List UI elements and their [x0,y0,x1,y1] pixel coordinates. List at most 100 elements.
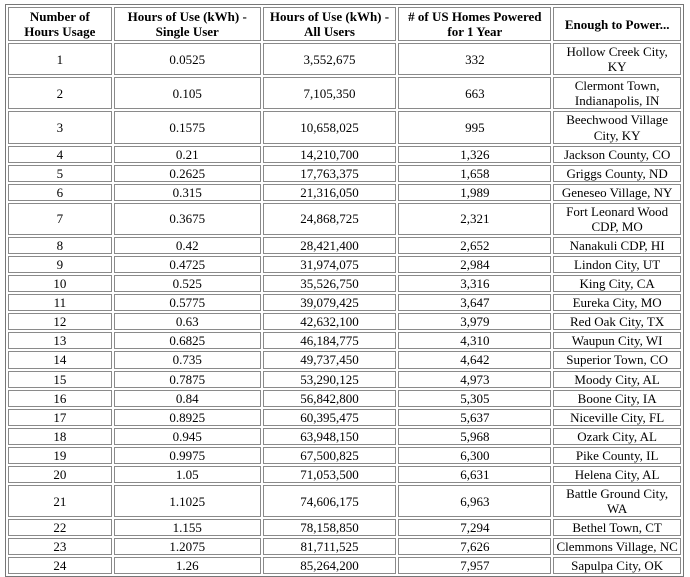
table-cell: 0.7875 [113,370,261,388]
table-cell: Beechwood Village City, KY [553,111,681,144]
table-row: 10 0.525 35,526,750 3,316 King City, CA [8,275,681,293]
table-cell: 3,979 [398,313,552,331]
table-cell: 16 [8,389,112,407]
table-cell: 12 [8,313,112,331]
table-cell: 60,395,475 [262,408,397,426]
table-row: 1 0.0525 3,552,675 332 Hollow Creek City, KY [8,43,681,76]
table-cell: Clermont Town, Indianapolis, IN [553,77,681,110]
table-cell: 0.2625 [113,164,261,182]
table-cell: 20 [8,465,112,484]
table-cell: 46,184,775 [262,332,397,350]
table-cell: 28,421,400 [262,237,397,255]
table-cell: 56,842,800 [262,389,397,407]
energy-usage-table: Number of Hours Usage Hours of Use (kWh) … [5,4,684,577]
table-cell: 63,948,150 [262,427,397,445]
table-row: 4 0.21 14,210,700 1,326 Jackson County, CO [8,145,681,163]
table-cell: Moody City, AL [553,370,681,388]
table-cell: 6 [8,183,112,201]
table-cell: Pike County, IL [553,446,681,464]
table-cell: Griggs County, ND [553,164,681,182]
column-header: Hours of Use (kWh) - Single User [113,7,261,42]
table-row: 6 0.315 21,316,050 1,989 Geneseo Village, NY [8,183,681,201]
table-cell: 1,326 [398,145,552,163]
table-cell: 7 [8,202,112,236]
table-cell: 995 [398,111,552,144]
table-cell: 6,963 [398,485,552,518]
table-cell: 3,647 [398,294,552,312]
table-cell: 1.1025 [113,485,261,518]
table-cell: 0.84 [113,389,261,407]
table-cell: 2,984 [398,256,552,274]
table-cell: 10,658,025 [262,111,397,144]
table-cell: 3,316 [398,275,552,293]
table-cell: 9 [8,256,112,274]
table-cell: 0.105 [113,77,261,110]
table-row: 7 0.3675 24,868,725 2,321 Fort Leonard Wood … [8,202,681,236]
table-row: 12 0.63 42,632,100 3,979 Red Oak City, TX [8,313,681,331]
table-cell: 13 [8,332,112,350]
table-cell: 22 [8,519,112,537]
table-cell: 19 [8,446,112,464]
table-cell: 15 [8,370,112,388]
table-cell: 2 [8,77,112,110]
column-header: Hours of Use (kWh) - All Users [262,7,397,42]
table-cell: Sapulpa City, OK [553,557,681,575]
table-cell: Waupun City, WI [553,332,681,350]
table-cell: Lindon City, UT [553,256,681,274]
table-cell: Jackson County, CO [553,145,681,163]
table-cell: Helena City, AL [553,465,681,484]
table-cell: 5,968 [398,427,552,445]
table-cell: 0.42 [113,237,261,255]
table-row: 23 1.2075 81,711,525 7,626 Clemmons Village,… [8,538,681,556]
table-cell: 17 [8,408,112,426]
column-header: Enough to Power... [553,7,681,42]
table-cell: 53,290,125 [262,370,397,388]
table-cell: 1,989 [398,183,552,201]
table-cell: 0.5775 [113,294,261,312]
table-cell: 31,974,075 [262,256,397,274]
table-cell: 5,637 [398,408,552,426]
table-cell: 0.315 [113,183,261,201]
table-cell: 2,652 [398,237,552,255]
table-cell: 8 [8,237,112,255]
table-row: 2 0.105 7,105,350 663 Clermont Town, Indiana… [8,77,681,110]
table-cell: 0.21 [113,145,261,163]
table-cell: 21,316,050 [262,183,397,201]
table-cell: 4 [8,145,112,163]
table-cell: 4,973 [398,370,552,388]
table-cell: 7,294 [398,519,552,537]
table-row: 5 0.2625 17,763,375 1,658 Griggs County, ND [8,164,681,182]
table-cell: 0.63 [113,313,261,331]
table-cell: 0.9975 [113,446,261,464]
table-cell: 4,642 [398,351,552,369]
table-cell: 3 [8,111,112,144]
table-cell: 35,526,750 [262,275,397,293]
table-cell: 0.0525 [113,43,261,76]
table-cell: 0.945 [113,427,261,445]
table-cell: 49,737,450 [262,351,397,369]
table-body: 1 0.0525 3,552,675 332 Hollow Creek City, KY… [8,43,681,575]
table-cell: 0.8925 [113,408,261,426]
table-cell: King City, CA [553,275,681,293]
table-cell: 24,868,725 [262,202,397,236]
table-cell: 81,711,525 [262,538,397,556]
table-cell: 42,632,100 [262,313,397,331]
column-header: Number of Hours Usage [8,7,112,42]
table-row: 17 0.8925 60,395,475 5,637 Niceville City, F… [8,408,681,426]
table-cell: Fort Leonard Wood CDP, MO [553,202,681,236]
table-cell: Battle Ground City, WA [553,485,681,518]
table-cell: 1.05 [113,465,261,484]
table-cell: 2,321 [398,202,552,236]
table-row: 18 0.945 63,948,150 5,968 Ozark City, AL [8,427,681,445]
table-row: 22 1.155 78,158,850 7,294 Bethel Town, CT [8,519,681,537]
table-cell: 5 [8,164,112,182]
table-cell: 332 [398,43,552,76]
table-cell: 0.1575 [113,111,261,144]
table-cell: 1.2075 [113,538,261,556]
table-cell: 6,631 [398,465,552,484]
table-cell: Clemmons Village, NC [553,538,681,556]
table-cell: 24 [8,557,112,575]
table-cell: 11 [8,294,112,312]
table-cell: Superior Town, CO [553,351,681,369]
table-cell: 39,079,425 [262,294,397,312]
